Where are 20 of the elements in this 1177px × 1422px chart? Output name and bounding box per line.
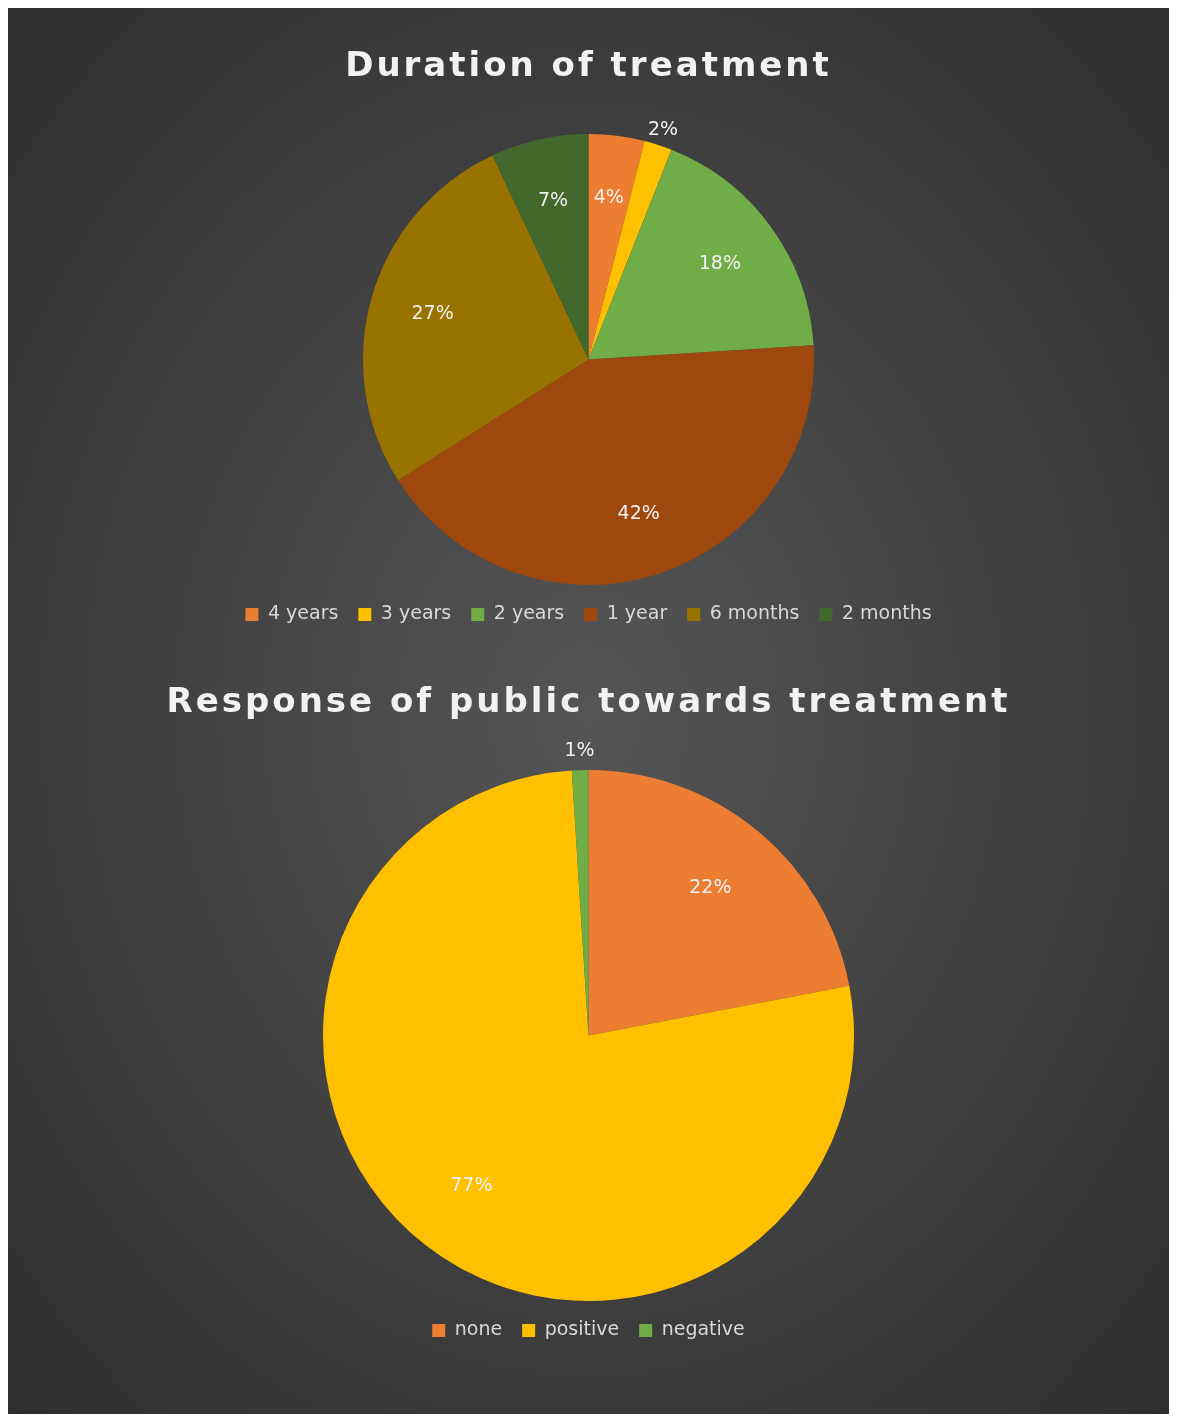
data-label: 4% bbox=[593, 185, 624, 208]
data-label: 1% bbox=[564, 738, 595, 761]
data-label: 7% bbox=[538, 187, 569, 210]
data-label: 77% bbox=[450, 1173, 493, 1196]
data-label: 27% bbox=[411, 301, 454, 324]
legend-label: negative bbox=[661, 1317, 745, 1340]
legend-label: positive bbox=[544, 1317, 620, 1340]
legend-label: 1 year bbox=[606, 601, 668, 624]
legend-label: 6 months bbox=[709, 601, 800, 624]
chart-title: Response of public towards treatment bbox=[165, 679, 1012, 720]
legend-label: 2 months bbox=[841, 601, 932, 624]
chart-title: Duration of treatment bbox=[344, 43, 833, 84]
legend-label: 4 years bbox=[267, 601, 339, 624]
data-label: 2% bbox=[647, 116, 679, 139]
legend-label: 3 years bbox=[380, 601, 452, 624]
legend-label: 2 years bbox=[493, 601, 565, 624]
data-label: 22% bbox=[689, 875, 732, 898]
data-label: 42% bbox=[617, 500, 660, 523]
data-label: 18% bbox=[698, 251, 741, 273]
legend-label: none bbox=[454, 1317, 503, 1340]
